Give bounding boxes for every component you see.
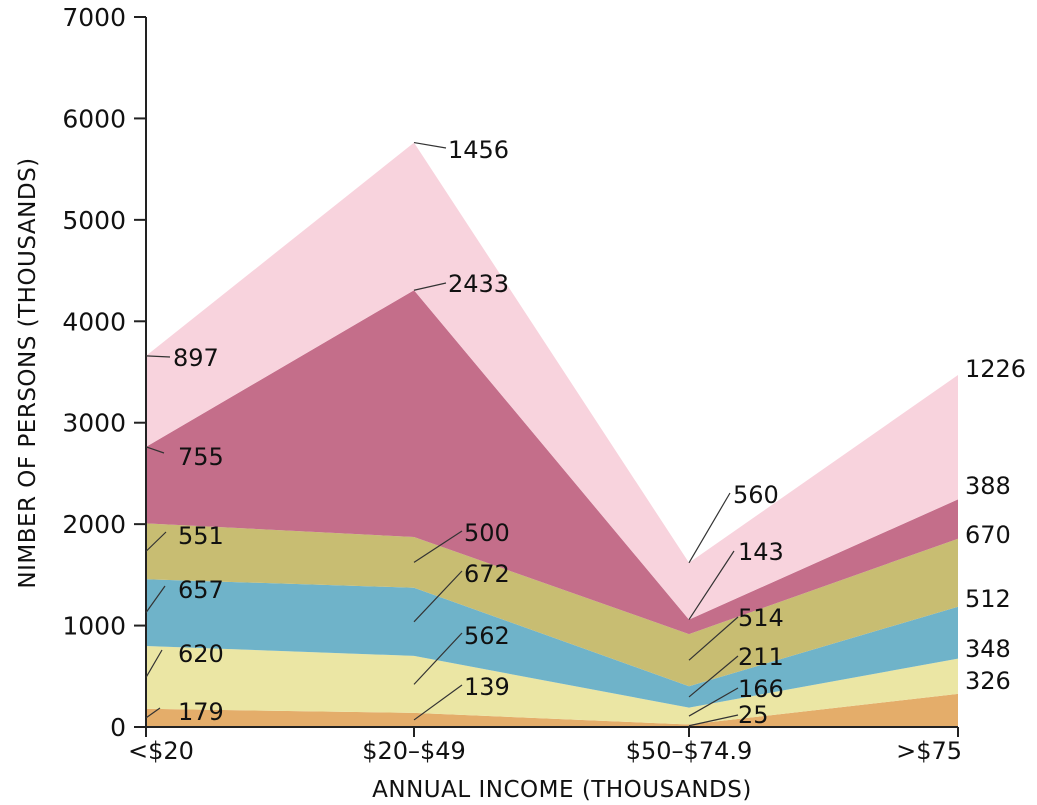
area-series-2 [146, 646, 958, 725]
label-leader-line [413, 141, 447, 149]
data-label: 657 [178, 576, 224, 604]
label-leader-line [413, 282, 447, 291]
label-leader-line [145, 585, 166, 613]
label-leader-line [145, 531, 167, 552]
x-tick-label: >$75 [896, 737, 962, 765]
label-leader-line [688, 687, 739, 717]
label-leader-line [413, 632, 463, 685]
data-label: 755 [178, 443, 224, 471]
data-label: 388 [965, 472, 1011, 500]
data-label: 179 [178, 698, 224, 726]
label-leader-line [688, 616, 739, 661]
data-label: 1456 [448, 136, 509, 164]
x-tick-label: <$20 [128, 737, 194, 765]
label-leader-line [688, 714, 739, 727]
data-label: 1226 [965, 355, 1026, 383]
label-leader-line [145, 707, 161, 719]
data-label: 620 [178, 640, 224, 668]
area-series-1 [146, 693, 958, 727]
x-tick-label: $20–$49 [362, 737, 466, 765]
y-axis-title: NIMBER OF PERSONS (THOUSANDS) [15, 157, 41, 588]
label-leader-line [413, 684, 463, 721]
area-series-6 [146, 142, 958, 620]
label-leader-line [145, 355, 171, 358]
y-tick-label: 3000 [62, 409, 126, 438]
data-label-layer: 179 139 25 326 620 562 166 348 657 672 211 512 551 50… [145, 136, 1026, 729]
y-tick-label: 4000 [62, 307, 126, 336]
data-label: 348 [965, 635, 1011, 663]
data-label: 672 [464, 560, 510, 588]
x-tick-label: $50–$74.9 [626, 737, 753, 765]
y-tick-label: 7000 [62, 3, 126, 32]
data-label: 670 [965, 521, 1011, 549]
data-label: 551 [178, 522, 224, 550]
label-leader-line [413, 530, 463, 563]
data-label: 25 [738, 701, 769, 729]
data-label: 211 [738, 643, 784, 671]
y-tick-label: 0 [110, 713, 126, 742]
label-leader-line [145, 649, 163, 678]
data-label: 512 [965, 585, 1011, 613]
y-tick-label: 6000 [62, 104, 126, 133]
area-layer [146, 142, 958, 727]
label-leader-line [413, 570, 463, 623]
area-series-3 [146, 579, 958, 708]
data-label: 326 [965, 667, 1011, 695]
y-tick-label: 2000 [62, 510, 126, 539]
data-label: 897 [173, 344, 219, 372]
data-label: 143 [738, 538, 784, 566]
data-label: 139 [464, 673, 510, 701]
data-label: 514 [738, 604, 784, 632]
data-label: 2433 [448, 270, 509, 298]
x-axis-title: ANNUAL INCOME (THOUSANDS) [372, 777, 752, 803]
label-leader-line [688, 655, 739, 698]
y-tick-label: 5000 [62, 206, 126, 235]
data-label: 562 [464, 622, 510, 650]
label-leader-line [688, 492, 731, 564]
label-leader-line [145, 446, 165, 454]
data-label: 500 [464, 519, 510, 547]
axes-layer: 0 1000 2000 3000 4000 5000 6000 7000 <$20 $20–$49… [62, 3, 962, 765]
area-series-5 [146, 290, 958, 635]
y-tick-label: 1000 [62, 612, 126, 641]
area-series-4 [146, 523, 958, 687]
data-label: 560 [733, 481, 779, 509]
data-label: 166 [738, 675, 784, 703]
label-leader-line [688, 550, 735, 620]
